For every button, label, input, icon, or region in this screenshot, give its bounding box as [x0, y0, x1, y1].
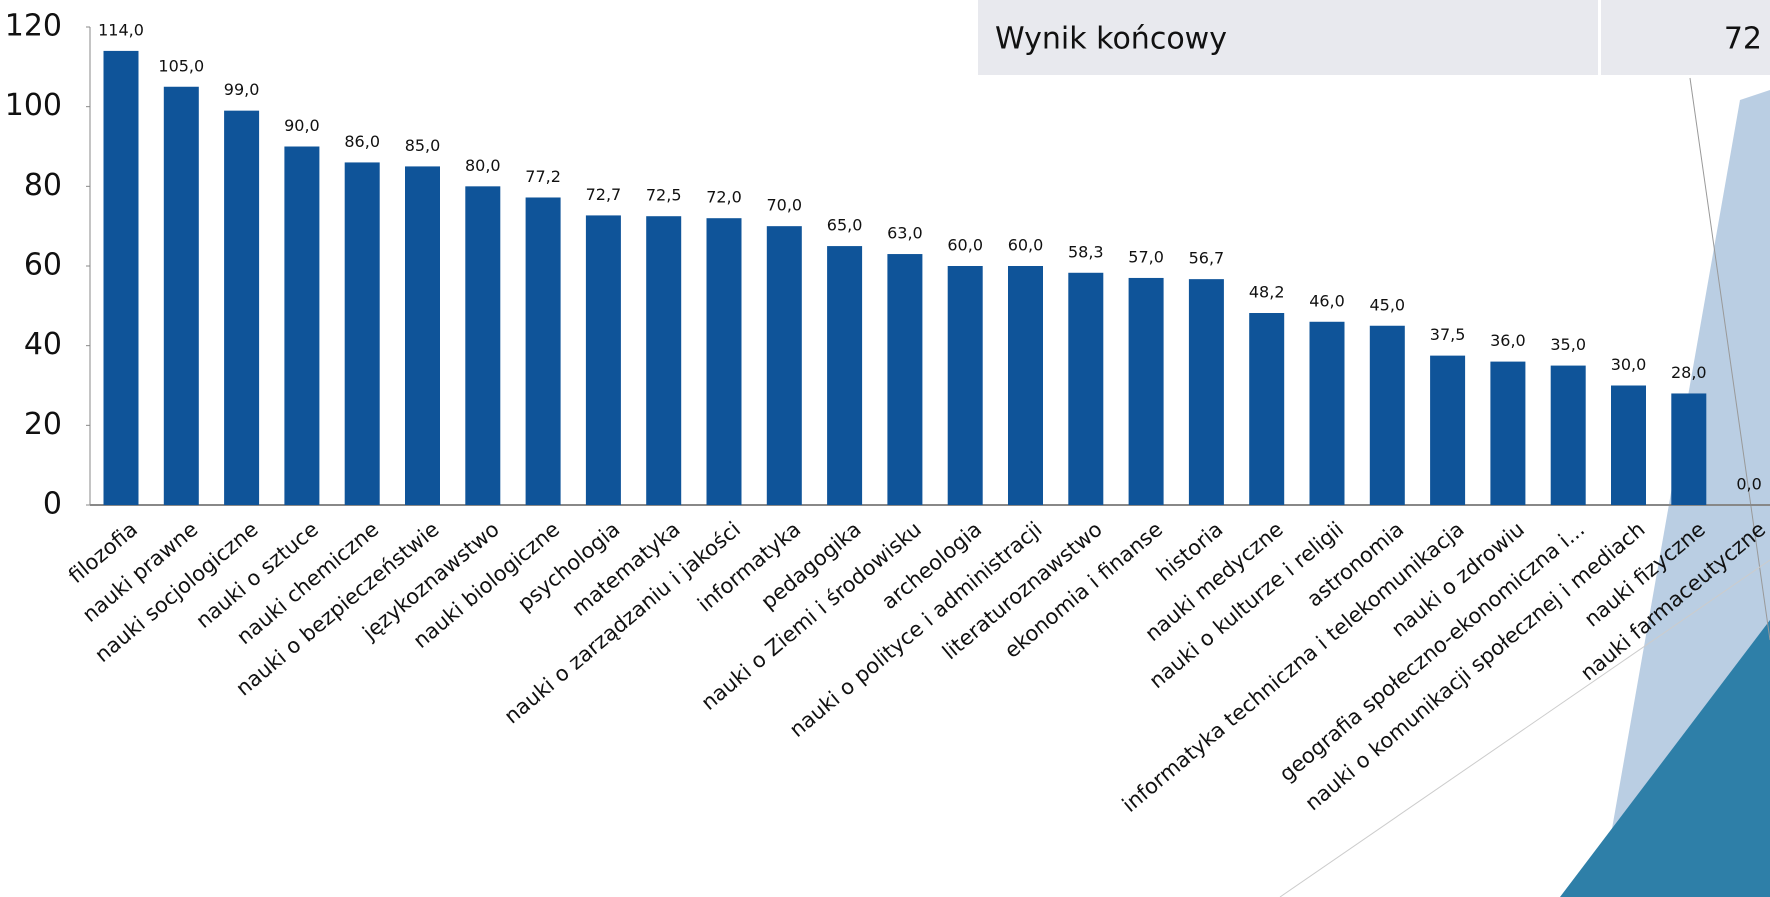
bar [1370, 326, 1405, 505]
bar [1068, 273, 1103, 505]
summary-value: 72 [1724, 22, 1762, 57]
value-label: 77,2 [525, 167, 561, 186]
summary-label: Wynik końcowy [995, 22, 1227, 57]
value-label: 37,5 [1430, 325, 1466, 344]
x-tick-label: informatyka [693, 517, 805, 617]
y-tick-label: 40 [24, 327, 62, 362]
value-label: 48,2 [1249, 283, 1285, 302]
value-label: 65,0 [827, 216, 863, 235]
value-label: 105,0 [158, 56, 204, 75]
bar [1129, 278, 1164, 505]
value-label: 60,0 [1008, 236, 1044, 255]
bar [1490, 362, 1525, 505]
page: Wynik końcowy 72 020406080100120114,0fil… [0, 0, 1770, 897]
value-label: 63,0 [887, 224, 923, 243]
value-label: 46,0 [1309, 291, 1345, 310]
value-label: 45,0 [1369, 295, 1405, 314]
bar [707, 218, 742, 505]
bar [104, 51, 139, 505]
value-label: 114,0 [98, 20, 144, 39]
value-label: 72,5 [646, 186, 682, 205]
value-label: 35,0 [1550, 335, 1586, 354]
bar [405, 166, 440, 505]
value-label: 60,0 [947, 236, 983, 255]
bar [526, 197, 561, 505]
bar [1249, 313, 1284, 505]
bar [767, 226, 802, 505]
value-label: 72,7 [586, 185, 622, 204]
value-label: 86,0 [344, 132, 380, 151]
bar [827, 246, 862, 505]
bar [465, 186, 500, 505]
value-label: 28,0 [1671, 363, 1707, 382]
bar [284, 147, 319, 506]
value-label: 30,0 [1611, 355, 1647, 374]
bar [948, 266, 983, 505]
y-tick-label: 80 [24, 168, 62, 203]
value-label: 85,0 [405, 136, 441, 155]
y-tick-label: 20 [24, 407, 62, 442]
y-tick-label: 60 [24, 248, 62, 283]
value-label: 80,0 [465, 156, 501, 175]
bar [1310, 322, 1345, 505]
bar [1008, 266, 1043, 505]
bar [586, 215, 621, 505]
bar [224, 111, 259, 505]
y-tick-label: 100 [5, 88, 62, 123]
bar [646, 216, 681, 505]
value-label: 0,0 [1736, 475, 1761, 494]
value-label: 99,0 [224, 80, 260, 99]
value-label: 56,7 [1189, 249, 1225, 268]
bar [1551, 366, 1586, 505]
bar [1611, 386, 1646, 506]
chart: Wynik końcowy 72 020406080100120114,0fil… [0, 0, 1770, 897]
bar [1671, 393, 1706, 505]
bar [345, 162, 380, 505]
bar [887, 254, 922, 505]
value-label: 90,0 [284, 116, 320, 135]
bar [1430, 356, 1465, 505]
value-label: 72,0 [706, 188, 742, 207]
value-label: 70,0 [766, 196, 802, 215]
value-label: 58,3 [1068, 242, 1104, 261]
bar [1189, 279, 1224, 505]
y-tick-label: 120 [5, 9, 62, 44]
value-label: 36,0 [1490, 331, 1526, 350]
bar [164, 87, 199, 505]
value-label: 57,0 [1128, 247, 1164, 266]
y-tick-label: 0 [43, 487, 62, 522]
